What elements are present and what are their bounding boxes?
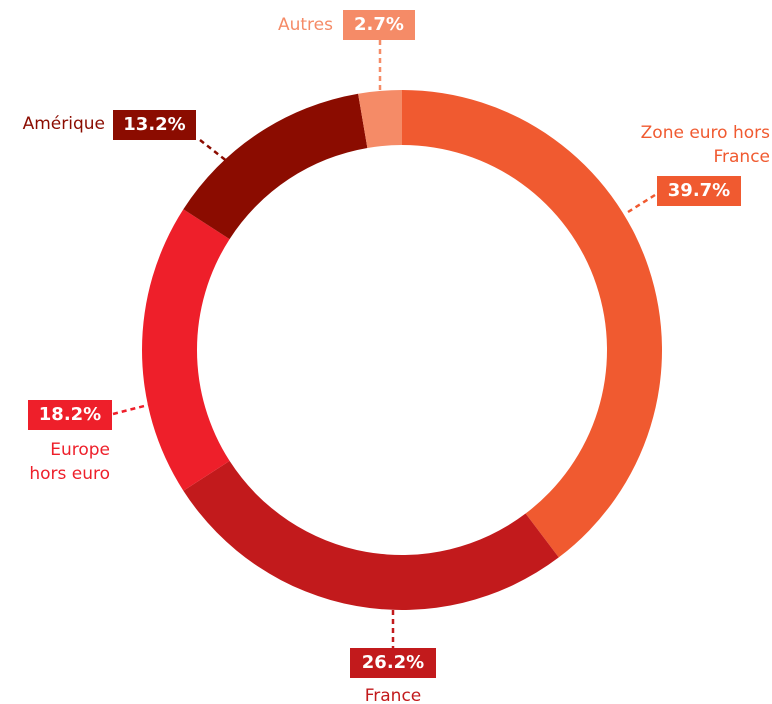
value-label: 2.7%: [343, 10, 415, 40]
category-label: Zone euro hors France: [640, 123, 770, 167]
slice: [183, 460, 559, 611]
leader-line: [627, 193, 656, 214]
category-label: Europe hors euro: [29, 440, 110, 484]
slice: [142, 209, 230, 491]
leader-line: [199, 139, 229, 163]
category-label: Autres: [277, 15, 333, 35]
slice: [358, 90, 402, 148]
value-label: 13.2%: [113, 110, 196, 140]
value-label: 26.2%: [350, 648, 436, 678]
leader-line: [112, 403, 149, 416]
slice: [402, 90, 662, 558]
value-label: 39.7%: [657, 176, 741, 206]
category-label: Amérique: [22, 114, 105, 134]
category-label: France: [364, 686, 422, 704]
value-label: 18.2%: [28, 400, 112, 430]
slice: [183, 93, 368, 240]
